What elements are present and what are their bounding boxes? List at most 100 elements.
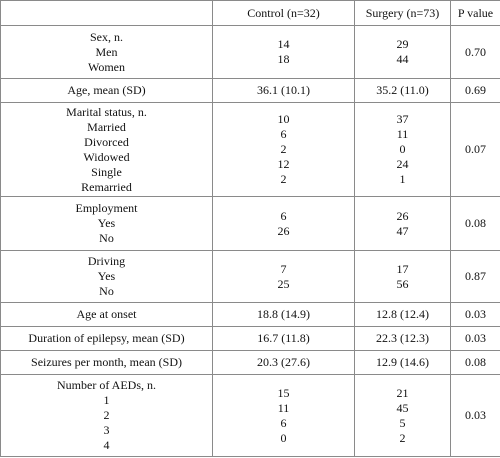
p-value-cell: 0.07 <box>450 102 500 197</box>
label-line: Single <box>91 164 122 179</box>
p-value: 0.07 <box>465 142 486 156</box>
surgery-cell: 12.9 (14.6) <box>354 350 451 375</box>
control-cell: 14 18 <box>212 25 355 79</box>
label-line: Widowed <box>83 149 130 164</box>
surgery-line: 2 <box>399 430 406 445</box>
label-cell: Number of AEDs, n. 1 2 3 4 <box>0 374 213 457</box>
surgery-line: 17 <box>396 261 409 276</box>
surgery-line: 26 <box>396 208 409 223</box>
p-value: 0.70 <box>465 44 486 59</box>
table-row: Age, mean (SD) 36.1 (10.1) 35.2 (11.0) 0.69 <box>0 78 500 103</box>
header-row: Control (n=32) Surgery (n=73) P value <box>0 0 500 26</box>
label-line: Duration of epilepsy, mean (SD) <box>28 331 185 345</box>
control-line: 16.7 (11.8) <box>257 331 310 345</box>
p-value-cell: 0.08 <box>450 350 500 375</box>
label-line: Age at onset <box>76 307 137 321</box>
label-line: Married <box>87 119 126 134</box>
control-line: 7 <box>280 261 287 276</box>
table-row: Age at onset 18.8 (14.9) 12.8 (12.4) 0.03 <box>0 302 500 327</box>
p-value: 0.69 <box>465 83 486 97</box>
control-line: 2 <box>280 172 287 186</box>
header-text: Control (n=32) <box>247 5 320 20</box>
control-line: 2 <box>280 142 287 156</box>
surgery-line: 12.8 (12.4) <box>376 307 429 321</box>
control-cell: 15 11 6 0 <box>212 374 355 457</box>
control-cell: 7 25 <box>212 250 355 303</box>
label-line: Women <box>87 59 126 74</box>
p-value: 0.03 <box>465 408 486 422</box>
label-line: 3 <box>103 423 110 437</box>
control-line: 0 <box>280 430 287 445</box>
label-line: Marital status, n. <box>66 104 147 119</box>
label-line: Divorced <box>84 134 129 149</box>
p-value: 0.08 <box>465 355 486 369</box>
control-line: 6 <box>280 415 287 430</box>
header-cell: Control (n=32) <box>212 0 355 26</box>
label-line: 2 <box>103 408 110 422</box>
p-value-cell: 0.70 <box>450 25 500 79</box>
p-value-cell: 0.03 <box>450 302 500 327</box>
surgery-line: 1 <box>399 172 406 186</box>
surgery-cell: 29 44 <box>354 25 451 79</box>
label-cell: Marital status, n. Married Divorced Widowed… <box>0 102 213 197</box>
control-cell: 18.8 (14.9) <box>212 302 355 327</box>
surgery-line: 5 <box>399 415 406 430</box>
label-cell: Age, mean (SD) <box>0 78 213 103</box>
table-row: Driving Yes No 7 25 17 56 0.87 <box>0 250 500 303</box>
surgery-cell: 21 45 5 2 <box>354 374 451 457</box>
control-line: 6 <box>280 127 287 141</box>
p-value: 0.03 <box>465 307 486 321</box>
surgery-line: 35.2 (11.0) <box>376 83 429 97</box>
header-cell: P value <box>450 0 500 26</box>
surgery-cell: 12.8 (12.4) <box>354 302 451 327</box>
control-cell: 36.1 (10.1) <box>212 78 355 103</box>
surgery-line: 21 <box>396 385 409 400</box>
label-line: Yes <box>97 216 116 230</box>
surgery-line: 44 <box>396 52 409 66</box>
label-line: No <box>99 284 114 298</box>
p-value: 0.87 <box>465 269 486 283</box>
label-line: Seizures per month, mean (SD) <box>31 355 182 369</box>
header-cell: Surgery (n=73) <box>354 0 451 26</box>
label-line: Number of AEDs, n. <box>57 378 156 392</box>
header-text: Surgery (n=73) <box>365 5 440 20</box>
p-value-cell: 0.69 <box>450 78 500 103</box>
control-line: 36.1 (10.1) <box>257 83 310 97</box>
surgery-line: 22.3 (12.3) <box>376 331 429 345</box>
control-line: 11 <box>277 400 290 415</box>
surgery-line: 0 <box>399 142 406 156</box>
control-cell: 10 6 2 12 2 <box>212 102 355 197</box>
label-cell: Duration of epilepsy, mean (SD) <box>0 326 213 351</box>
surgery-line: 56 <box>396 276 409 291</box>
label-cell: Employment Yes No <box>0 196 213 251</box>
label-cell: Age at onset <box>0 302 213 327</box>
label-line: No <box>99 231 114 245</box>
label-cell: Seizures per month, mean (SD) <box>0 350 213 375</box>
control-line: 10 <box>277 112 290 126</box>
control-line: 26 <box>277 223 290 238</box>
surgery-line: 24 <box>396 157 409 171</box>
label-line: Remarried <box>81 179 132 194</box>
control-line: 18.8 (14.9) <box>257 307 310 321</box>
control-line: 20.3 (27.6) <box>257 355 310 369</box>
label-line: 4 <box>103 438 110 452</box>
p-value-cell: 0.87 <box>450 250 500 303</box>
label-line: Men <box>95 44 118 59</box>
surgery-line: 12.9 (14.6) <box>376 355 429 369</box>
label-line: Employment <box>75 201 138 215</box>
label-line: 1 <box>103 393 110 407</box>
header-cell <box>0 0 213 26</box>
table-row: Sex, n. Men Women 14 18 29 44 0.70 <box>0 25 500 79</box>
label-line: Driving <box>87 254 126 268</box>
control-cell: 6 26 <box>212 196 355 251</box>
control-cell: 16.7 (11.8) <box>212 326 355 351</box>
surgery-line: 37 <box>396 112 409 126</box>
control-line: 12 <box>277 157 290 171</box>
label-line: Sex, n. <box>90 29 123 44</box>
p-value: 0.08 <box>465 216 486 230</box>
surgery-line: 45 <box>396 400 409 415</box>
header-text: P value <box>457 5 494 20</box>
control-cell: 20.3 (27.6) <box>212 350 355 375</box>
control-line: 25 <box>277 276 290 291</box>
